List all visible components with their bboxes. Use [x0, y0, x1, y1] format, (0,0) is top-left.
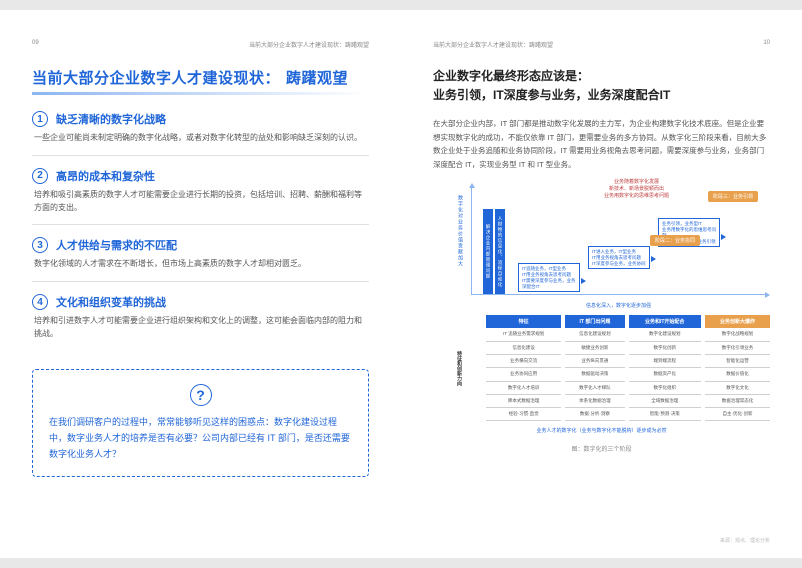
x-axis: [471, 294, 766, 295]
item-body: 数字化领域的人才需求在不断增长，但市场上高素质的数字人才却相对匮乏。: [32, 258, 369, 282]
page-number: 09: [32, 40, 39, 49]
stages-diagram: 数字化对业务价值贡献加大 业务随着数字化发展新技术、新场景脱颖而出业务用数字化的…: [433, 187, 770, 453]
col-header: IT 部门出问题: [565, 315, 624, 328]
item-title: 缺乏清晰的数字化战略: [56, 111, 166, 127]
arrow-right-icon: [581, 278, 586, 284]
figure-caption: 图：数字化的三个阶段: [433, 444, 770, 453]
row-group-label: 特征和创新力向: [433, 315, 486, 421]
page-header-left: 09 当前大部分企业数字人才建设现状：踌躇观望: [32, 40, 369, 49]
question-text: 在我们调研客户的过程中，常常能够听见这样的困惑点：数字化建设过程中，数字业务人才…: [49, 414, 352, 463]
item-title: 文化和组织变革的挑战: [56, 294, 166, 310]
question-box: ? 在我们调研客户的过程中，常常能够听见这样的困惑点：数字化建设过程中，数字业务…: [32, 369, 369, 478]
section-title: 企业数字化最终形态应该是： 业务引领，IT深度参与业务，业务深度配合IT: [433, 67, 770, 105]
orange-badge: 阶段二：业务协同: [650, 235, 700, 246]
section-paragraph: 在大部分企业内部，IT 部门都是推动数字化发展的主力军，为企业构建数字化技术底座…: [433, 117, 770, 171]
col-header: 业务创新大爆炸: [705, 315, 770, 328]
running-head: 当前大部分企业数字人才建设现状：踌躇观望: [249, 40, 369, 49]
stair-box: IT进入业务，IT型业务IT用业务视角去思考问题IT深度参与业务，业务协同: [588, 246, 650, 270]
vertical-bar: 解决企业内部管理问题: [483, 209, 493, 294]
item-title: 高昂的成本和复杂性: [56, 168, 155, 184]
table-header-row: 特征和创新力向 特征 IT 部门出问题 业务和IT开始配合 业务创新大爆炸: [433, 315, 770, 328]
item-title: 人才供给与需求的不匹配: [56, 237, 177, 253]
page-title: 当前大部分企业数字人才建设现状：踌躇观望: [32, 67, 369, 88]
page-header-right: 当前大部分企业数字人才建设现状：踌躇观望 10: [433, 40, 770, 49]
source-note: 来源：观点、理论分析: [720, 537, 770, 544]
page-number: 10: [763, 40, 770, 49]
y-axis: [471, 187, 472, 295]
right-page: 当前大部分企业数字人才建设现状：踌躇观望 10 企业数字化最终形态应该是： 业务…: [401, 10, 802, 558]
item-body: 培养和引进数字人才可能需要企业进行组织架构和文化上的调整，这可能会面临内部的阻力…: [32, 315, 369, 351]
list-item: 1 缺乏清晰的数字化战略 一些企业可能尚未制定明确的数字化战略，或者对数字化转型的…: [32, 111, 369, 156]
stair-box: IT追随业务，IT型业务IT用业务视角去思考问题IT需要深度参与业务，业务深配合…: [518, 263, 580, 292]
question-icon: ?: [190, 384, 212, 406]
title-underline: [32, 92, 369, 95]
diagram-chart-area: 数字化对业务价值贡献加大 业务随着数字化发展新技术、新场景脱颖而出业务用数字化的…: [433, 187, 770, 307]
arrow-right-icon: [651, 256, 656, 262]
orange-badge: 阶段三：业务引领: [708, 191, 758, 202]
arrow-right-icon: [721, 234, 726, 240]
col-header: 业务和IT开始配合: [629, 315, 701, 328]
number-badge: 2: [32, 168, 48, 184]
item-body: 培养和吸引高素质的数字人才可能需要企业进行长期的投资，包括培训、招聘、薪酬和福利…: [32, 189, 369, 226]
number-badge: 4: [32, 294, 48, 310]
left-page: 09 当前大部分企业数字人才建设现状：踌躇观望 当前大部分企业数字人才建设现状：…: [0, 10, 401, 558]
list-item: 4 文化和组织变革的挑战 培养和引进数字人才可能需要企业进行组织架构和文化上的调整…: [32, 294, 369, 351]
number-badge: 3: [32, 237, 48, 253]
x-axis-label: 信息化深入，数字化逐步加强: [471, 302, 766, 309]
running-head: 当前大部分企业数字人才建设现状：踌躇观望: [433, 40, 553, 49]
diagram-footer-note: 业务人才的数字化（业务与数字化不能脱钩）逐步成为必然: [433, 427, 770, 434]
list-item: 2 高昂的成本和复杂性 培养和吸引高素质的数字人才可能需要企业进行长期的投资，包括…: [32, 168, 369, 226]
y-axis-label: 数字化对业务价值贡献加大: [457, 195, 464, 267]
col-header: 特征: [486, 315, 561, 328]
item-body: 一些企业可能尚未制定明确的数字化战略，或者对数字化转型的益处和影响缺乏深刻的认识…: [32, 132, 369, 156]
list-item: 3 人才供给与需求的不匹配 数字化领域的人才需求在不断增长，但市场上高素质的数字人…: [32, 237, 369, 282]
stages-table: 特征和创新力向 特征 IT 部门出问题 业务和IT开始配合 业务创新大爆炸 IT…: [433, 315, 770, 421]
vertical-bar: 人财物的信息化、流程自动化: [495, 209, 505, 294]
number-badge: 1: [32, 111, 48, 127]
